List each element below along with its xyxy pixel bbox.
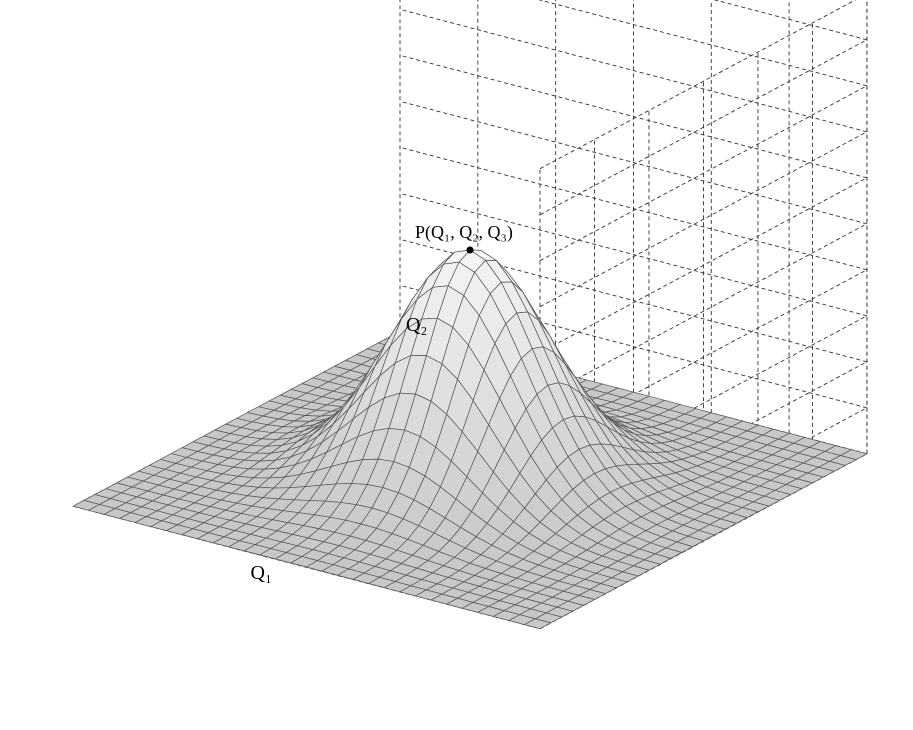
axis-label-q2: Q₂: [406, 314, 427, 336]
peak-point-label: P(Q₁, Q₂, Q₃): [415, 222, 513, 243]
gaussian-surface: [73, 250, 867, 629]
axis-label-q1: Q₁: [251, 562, 272, 584]
peak-point-marker: [467, 247, 474, 254]
